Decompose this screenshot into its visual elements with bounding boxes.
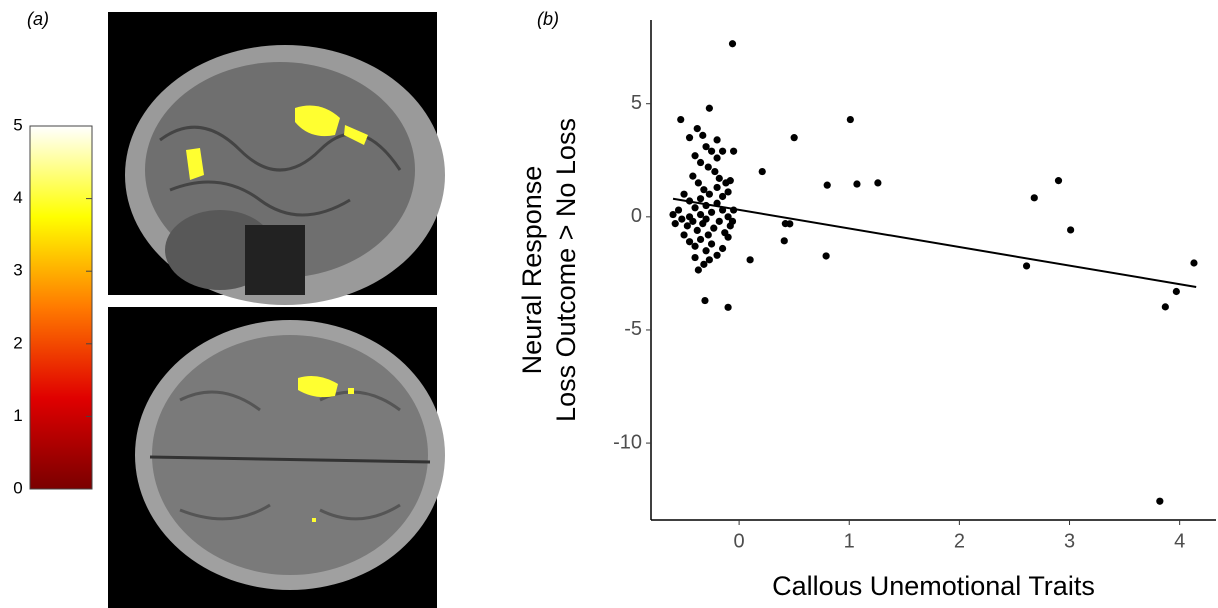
point: [724, 234, 731, 241]
point: [713, 184, 720, 191]
point: [1162, 303, 1169, 310]
point: [724, 188, 731, 195]
x-tick-label: 0: [734, 530, 745, 552]
colorbar-tick-label: 2: [13, 333, 22, 352]
point: [705, 163, 712, 170]
y-tick-label: -10: [613, 431, 642, 453]
point: [706, 105, 713, 112]
point: [713, 154, 720, 161]
point: [708, 209, 715, 216]
point: [711, 168, 718, 175]
point: [686, 213, 693, 220]
colorbar-tick-label: 4: [13, 188, 22, 207]
point: [672, 220, 679, 227]
point: [691, 254, 698, 261]
point: [1031, 194, 1038, 201]
point: [747, 256, 754, 263]
point: [1055, 177, 1062, 184]
point: [727, 177, 734, 184]
x-tick-label: 1: [844, 530, 855, 552]
x-axis-title: Callous Unemotional Traits: [772, 571, 1095, 601]
point: [695, 266, 702, 273]
point: [697, 211, 704, 218]
x-tick-label: 2: [954, 530, 965, 552]
x-tick-label: 3: [1064, 530, 1075, 552]
point: [701, 297, 708, 304]
point: [708, 148, 715, 155]
figure: (a) 0 1 2 3 4 5 (b) -10 -5 0 5 0 1 2 3 4 Callous Unemotio…: [0, 0, 1218, 608]
point: [729, 40, 736, 47]
point: [1023, 262, 1030, 269]
point: [705, 231, 712, 238]
point: [706, 256, 713, 263]
point: [823, 252, 830, 259]
point: [710, 225, 717, 232]
panel-label: (a): [27, 9, 49, 29]
point: [874, 179, 881, 186]
point: [691, 204, 698, 211]
point: [694, 125, 701, 132]
point: [1190, 259, 1197, 266]
point: [669, 211, 676, 218]
point: [699, 132, 706, 139]
point: [759, 168, 766, 175]
colorbar-tick-label: 1: [13, 406, 22, 425]
point: [847, 116, 854, 123]
point: [678, 215, 685, 222]
trend-line: [673, 199, 1196, 287]
point: [680, 231, 687, 238]
point: [782, 220, 789, 227]
point: [729, 218, 736, 225]
point: [677, 116, 684, 123]
y-tick-label: -5: [624, 318, 642, 340]
point: [694, 227, 701, 234]
point: [791, 134, 798, 141]
x-tick-label: 4: [1174, 530, 1185, 552]
colorbar: [30, 126, 92, 489]
point: [713, 136, 720, 143]
colorbar-tick-label: 5: [13, 115, 22, 134]
point: [716, 218, 723, 225]
point: [719, 245, 726, 252]
point: [680, 191, 687, 198]
y-axis-title: Loss Outcome > No Loss: [551, 118, 581, 422]
point: [697, 159, 704, 166]
point: [853, 180, 860, 187]
point: [1067, 226, 1074, 233]
point: [706, 191, 713, 198]
point: [691, 152, 698, 159]
point: [781, 237, 788, 244]
point: [713, 252, 720, 259]
y-axis-title: Neural Response: [517, 166, 547, 375]
point: [702, 247, 709, 254]
point: [730, 148, 737, 155]
point: [724, 304, 731, 311]
point: [695, 179, 702, 186]
brain-axial: [108, 307, 445, 608]
point: [1173, 288, 1180, 295]
point: [719, 148, 726, 155]
panel-label: (b): [537, 9, 559, 29]
point: [824, 182, 831, 189]
point: [697, 195, 704, 202]
point: [697, 236, 704, 243]
point: [689, 173, 696, 180]
y-tick-label: 0: [631, 205, 642, 227]
y-tick-label: 5: [631, 92, 642, 114]
brain-sagittal: [108, 12, 445, 305]
point: [691, 243, 698, 250]
point: [708, 240, 715, 247]
colorbar-tick-label: 0: [13, 478, 22, 497]
point: [716, 175, 723, 182]
point: [686, 134, 693, 141]
colorbar-tick-label: 3: [13, 261, 22, 280]
point: [1156, 498, 1163, 505]
